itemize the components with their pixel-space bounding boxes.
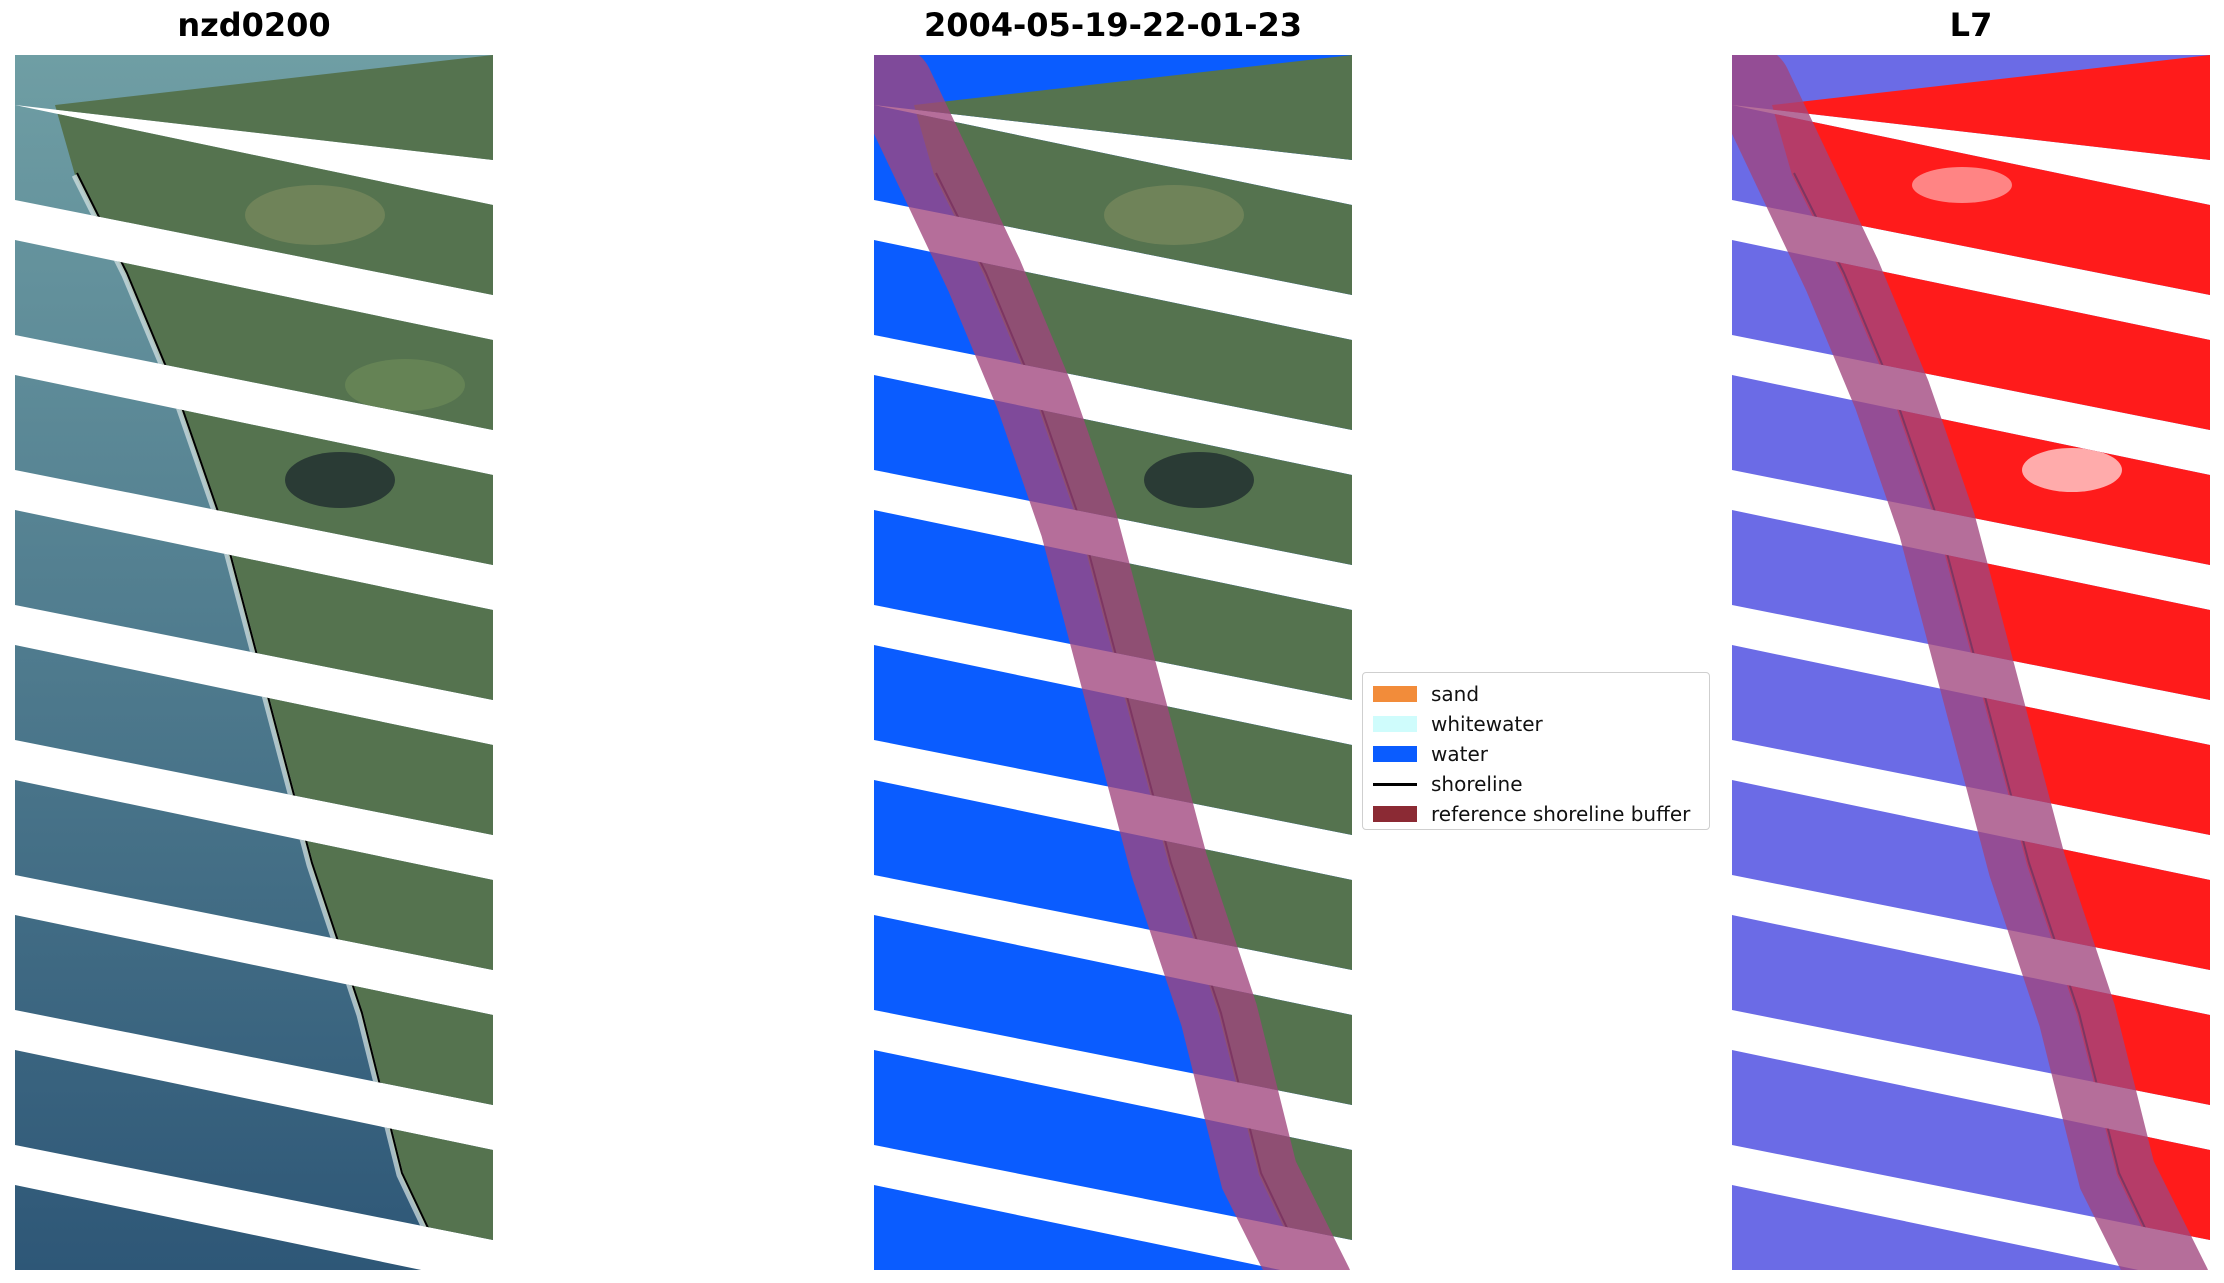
panel-title-classification: 2004-05-19-22-01-23: [923, 6, 1303, 44]
legend-item-reference-buffer: reference shoreline buffer: [1373, 799, 1699, 829]
reference-shoreline-buffer: [874, 55, 1350, 1270]
classification-image: [874, 55, 1352, 1270]
index-image-panel: [1732, 55, 2210, 1270]
rgb-image: [15, 55, 493, 1270]
legend-item-shoreline: shoreline: [1373, 769, 1699, 799]
legend-label: sand: [1431, 682, 1480, 706]
classification-panel: [874, 55, 1352, 1270]
legend-label: reference shoreline buffer: [1431, 802, 1691, 826]
legend-label: whitewater: [1431, 712, 1543, 736]
whitewater-swatch: [1373, 716, 1417, 732]
legend-item-water: water: [1373, 739, 1699, 769]
legend-label: shoreline: [1431, 772, 1523, 796]
panel-title-rgb: nzd0200: [177, 6, 331, 44]
legend-item-whitewater: whitewater: [1373, 709, 1699, 739]
reference-buffer-swatch: [1373, 806, 1417, 822]
water-swatch: [1373, 746, 1417, 762]
shoreline-swatch: [1373, 782, 1417, 786]
reference-shoreline-buffer-index: [1732, 55, 2208, 1270]
index-image: [1732, 55, 2210, 1270]
rgb-image-panel: [15, 55, 493, 1270]
legend-item-sand: sand: [1373, 679, 1699, 709]
legend-label: water: [1431, 742, 1488, 766]
panel-title-index: L7: [1949, 6, 1993, 44]
sand-swatch: [1373, 686, 1417, 702]
legend: sand whitewater water shoreline referenc…: [1362, 672, 1710, 830]
